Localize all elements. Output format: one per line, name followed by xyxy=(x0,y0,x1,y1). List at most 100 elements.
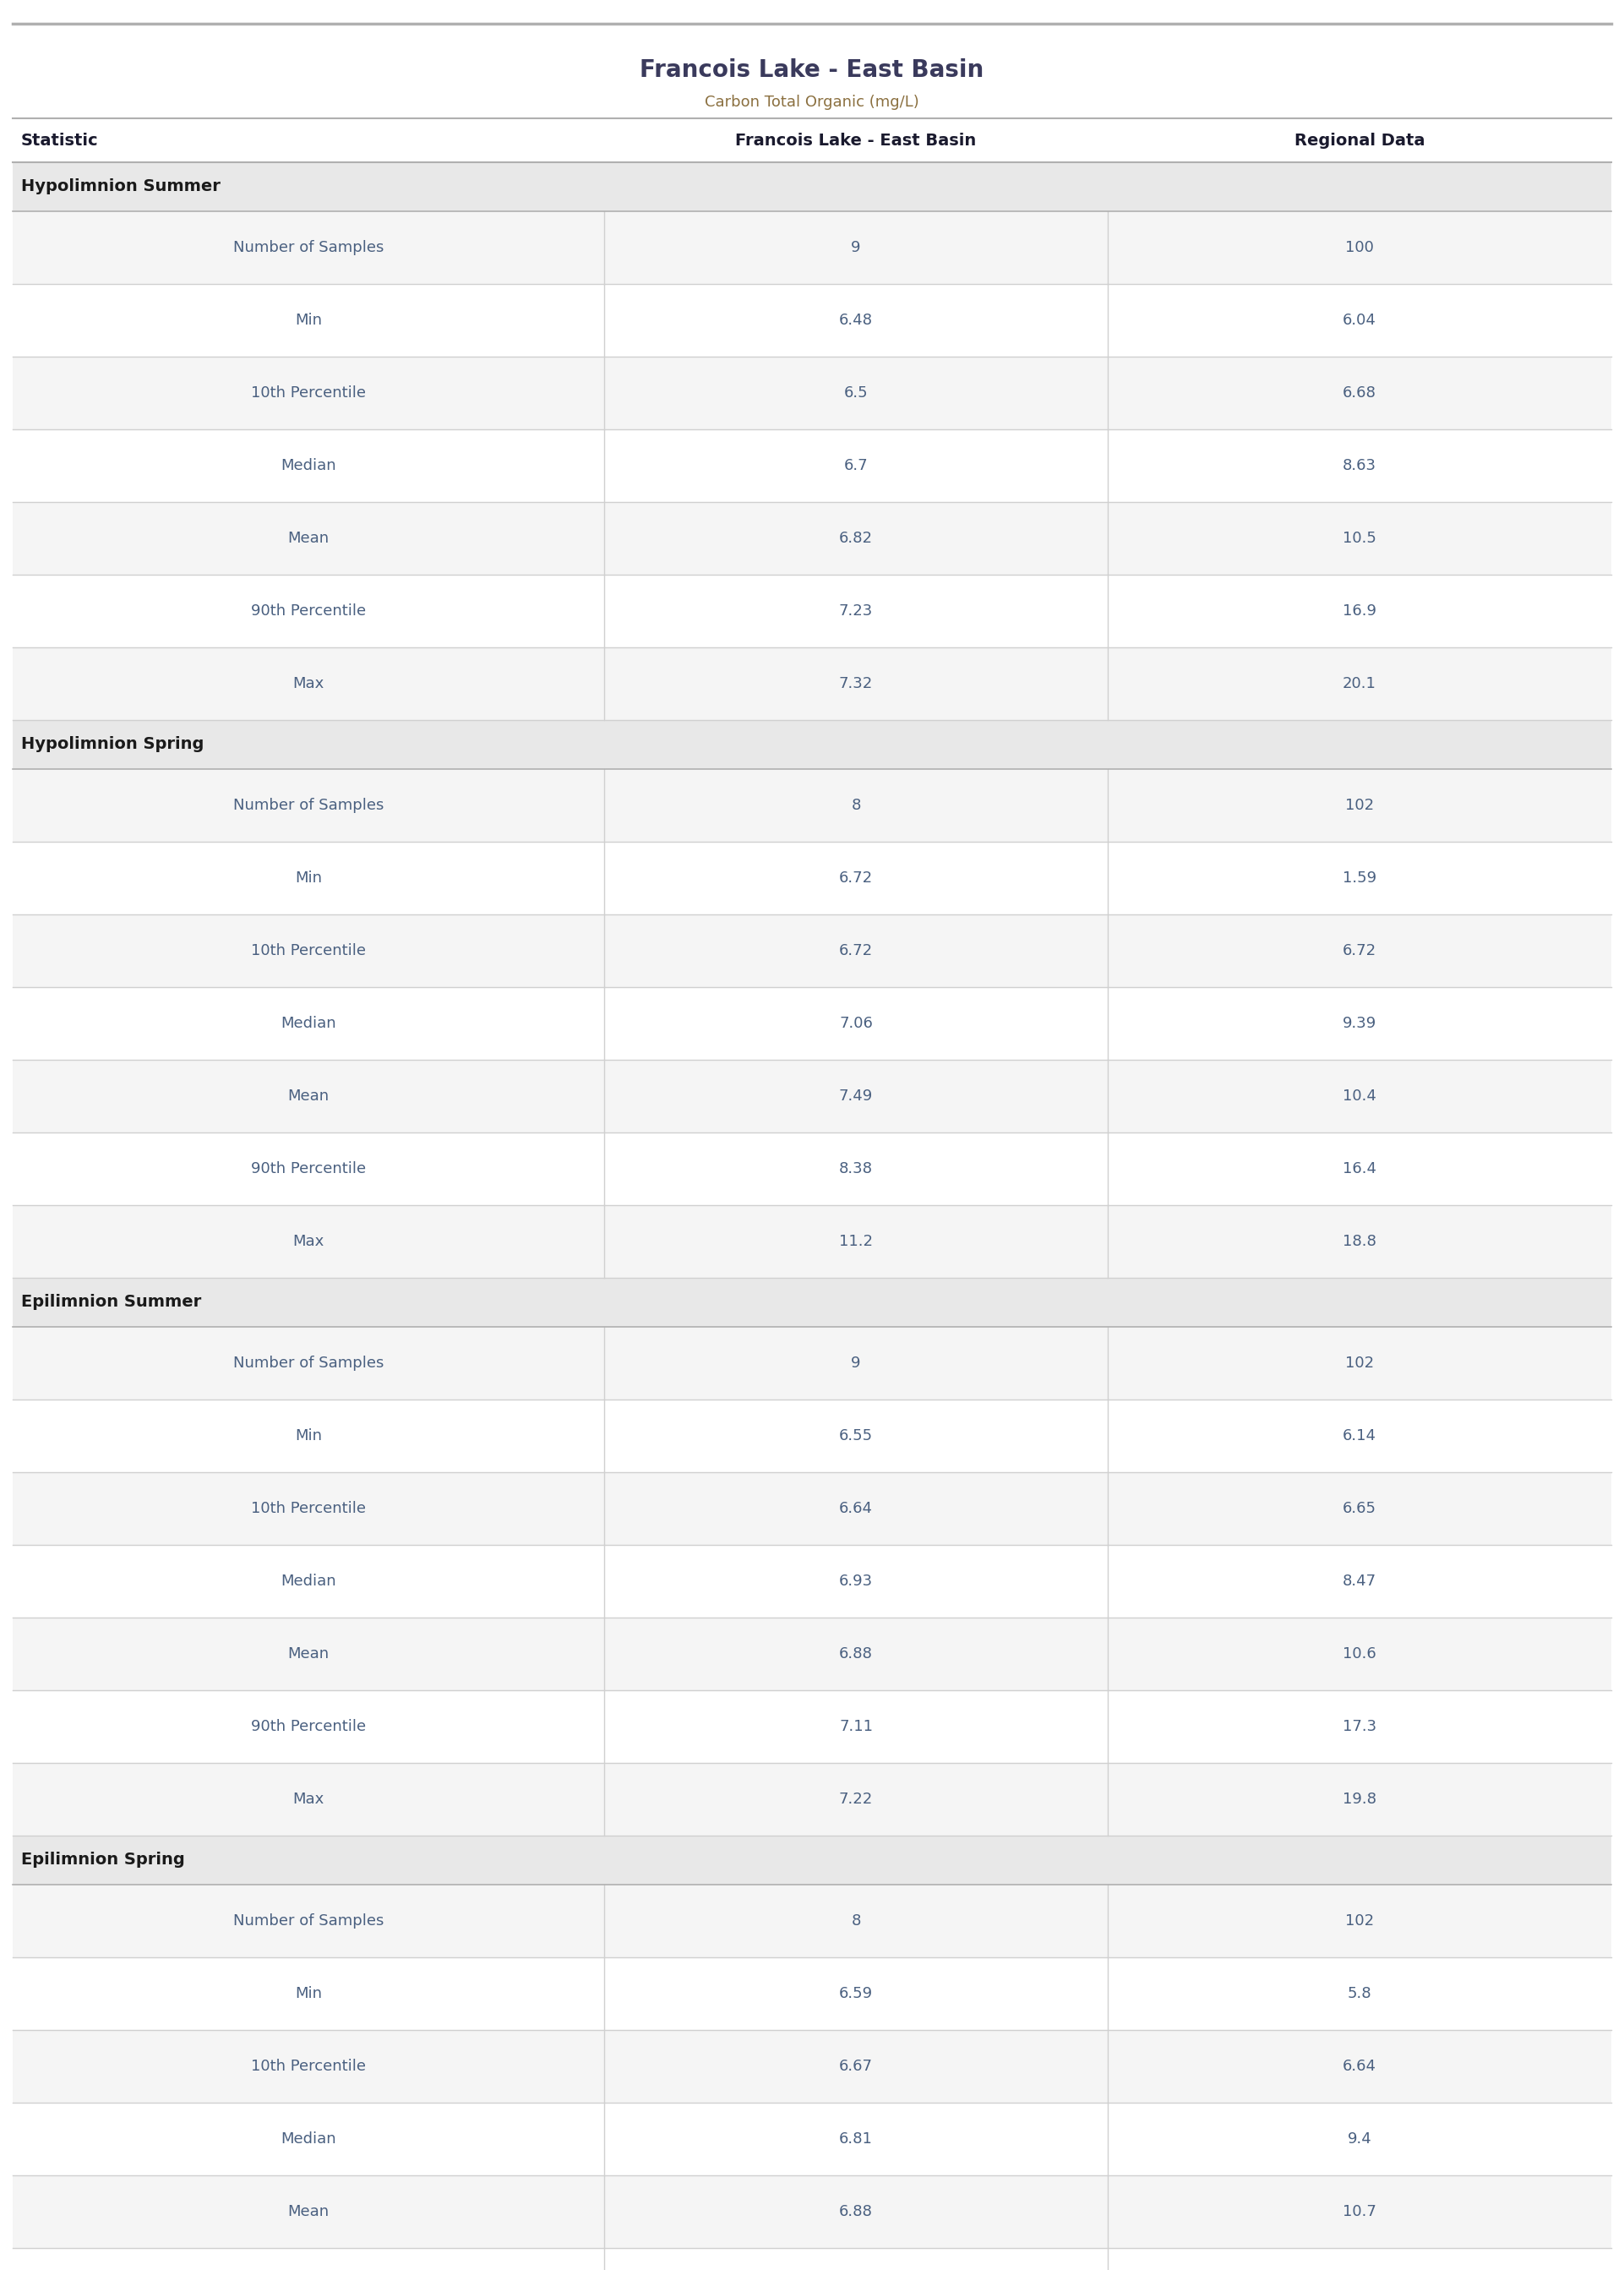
Text: 102: 102 xyxy=(1345,797,1374,813)
Bar xyxy=(13,356,1611,429)
Text: 18.8: 18.8 xyxy=(1343,1235,1377,1249)
Text: 6.48: 6.48 xyxy=(840,313,872,327)
Text: 7.06: 7.06 xyxy=(840,1017,872,1031)
Bar xyxy=(13,1205,1611,1278)
Text: 6.93: 6.93 xyxy=(840,1573,874,1589)
Bar xyxy=(13,574,1611,647)
Text: 8: 8 xyxy=(851,797,861,813)
Bar xyxy=(13,1328,1611,1401)
Text: 6.65: 6.65 xyxy=(1343,1500,1377,1516)
Text: Number of Samples: Number of Samples xyxy=(234,797,383,813)
Bar xyxy=(13,1619,1611,1691)
Text: Min: Min xyxy=(296,1428,322,1444)
Text: 90th Percentile: 90th Percentile xyxy=(252,1718,365,1734)
Bar xyxy=(13,1278,1611,1328)
Text: 16.9: 16.9 xyxy=(1343,604,1377,620)
Text: 19.8: 19.8 xyxy=(1343,1791,1377,1807)
Text: 9: 9 xyxy=(851,241,861,254)
Text: 6.72: 6.72 xyxy=(840,869,874,885)
Text: 6.88: 6.88 xyxy=(840,2204,872,2220)
Text: Number of Samples: Number of Samples xyxy=(234,1355,383,1371)
Text: 6.59: 6.59 xyxy=(840,1986,874,2002)
Text: 6.72: 6.72 xyxy=(840,942,874,958)
Text: 10th Percentile: 10th Percentile xyxy=(252,2059,365,2075)
Bar xyxy=(13,211,1611,284)
Text: 9.4: 9.4 xyxy=(1348,2132,1372,2147)
Text: 100: 100 xyxy=(1345,241,1374,254)
Bar xyxy=(13,842,1611,915)
Text: Mean: Mean xyxy=(287,2204,330,2220)
Text: Max: Max xyxy=(292,1235,325,1249)
Bar xyxy=(13,647,1611,720)
Text: 6.5: 6.5 xyxy=(844,386,869,400)
Text: Median: Median xyxy=(281,1573,336,1589)
Text: 6.7: 6.7 xyxy=(844,459,869,472)
Text: Epilimnion Summer: Epilimnion Summer xyxy=(21,1294,201,1310)
Text: Epilimnion Spring: Epilimnion Spring xyxy=(21,1852,185,1868)
Text: 8: 8 xyxy=(851,1914,861,1930)
Text: 6.64: 6.64 xyxy=(1343,2059,1377,2075)
Text: Hypolimnion Spring: Hypolimnion Spring xyxy=(21,735,205,754)
Text: 9: 9 xyxy=(851,1355,861,1371)
Text: Min: Min xyxy=(296,1986,322,2002)
Text: 11.2: 11.2 xyxy=(840,1235,872,1249)
Bar xyxy=(13,2247,1611,2270)
Text: 1.59: 1.59 xyxy=(1343,869,1377,885)
Text: 6.72: 6.72 xyxy=(1343,942,1377,958)
Text: 6.64: 6.64 xyxy=(840,1500,872,1516)
Text: 7.49: 7.49 xyxy=(840,1090,874,1103)
Bar xyxy=(13,1546,1611,1619)
Text: 10th Percentile: 10th Percentile xyxy=(252,942,365,958)
Text: 10.7: 10.7 xyxy=(1343,2204,1377,2220)
Text: Max: Max xyxy=(292,676,325,692)
Bar xyxy=(13,1060,1611,1133)
Bar xyxy=(13,2175,1611,2247)
Text: 90th Percentile: 90th Percentile xyxy=(252,604,365,620)
Bar xyxy=(13,1133,1611,1205)
Text: 9.39: 9.39 xyxy=(1343,1017,1377,1031)
Text: 6.82: 6.82 xyxy=(840,531,872,547)
Bar xyxy=(13,161,1611,211)
Text: 10th Percentile: 10th Percentile xyxy=(252,386,365,400)
Text: 6.88: 6.88 xyxy=(840,1646,872,1662)
Text: 8.63: 8.63 xyxy=(1343,459,1377,472)
Bar xyxy=(13,429,1611,502)
Text: 10.6: 10.6 xyxy=(1343,1646,1376,1662)
Bar xyxy=(13,2029,1611,2102)
Bar xyxy=(13,1401,1611,1473)
Bar xyxy=(13,1884,1611,1957)
Bar xyxy=(13,1473,1611,1546)
Bar xyxy=(13,915,1611,987)
Bar xyxy=(13,1764,1611,1836)
Bar xyxy=(13,1957,1611,2029)
Text: 20.1: 20.1 xyxy=(1343,676,1377,692)
Bar xyxy=(13,502,1611,574)
Text: 90th Percentile: 90th Percentile xyxy=(252,1162,365,1176)
Text: Median: Median xyxy=(281,1017,336,1031)
Text: 6.68: 6.68 xyxy=(1343,386,1377,400)
Bar xyxy=(13,1836,1611,1884)
Text: 10.4: 10.4 xyxy=(1343,1090,1377,1103)
Text: 6.81: 6.81 xyxy=(840,2132,872,2147)
Text: 7.22: 7.22 xyxy=(840,1791,874,1807)
Text: 7.32: 7.32 xyxy=(840,676,874,692)
Text: Median: Median xyxy=(281,2132,336,2147)
Text: 6.14: 6.14 xyxy=(1343,1428,1377,1444)
Bar xyxy=(13,987,1611,1060)
Text: 102: 102 xyxy=(1345,1355,1374,1371)
Bar xyxy=(13,770,1611,842)
Bar xyxy=(13,2102,1611,2175)
Text: Number of Samples: Number of Samples xyxy=(234,1914,383,1930)
Text: Francois Lake - East Basin: Francois Lake - East Basin xyxy=(736,132,976,148)
Text: Max: Max xyxy=(292,1791,325,1807)
Text: 5.8: 5.8 xyxy=(1348,1986,1372,2002)
Text: Min: Min xyxy=(296,869,322,885)
Text: 8.38: 8.38 xyxy=(840,1162,872,1176)
Text: 10.5: 10.5 xyxy=(1343,531,1377,547)
Text: Mean: Mean xyxy=(287,1090,330,1103)
Text: 6.67: 6.67 xyxy=(840,2059,872,2075)
Bar xyxy=(13,1691,1611,1764)
Text: 6.04: 6.04 xyxy=(1343,313,1377,327)
Bar xyxy=(13,720,1611,770)
Text: Number of Samples: Number of Samples xyxy=(234,241,383,254)
